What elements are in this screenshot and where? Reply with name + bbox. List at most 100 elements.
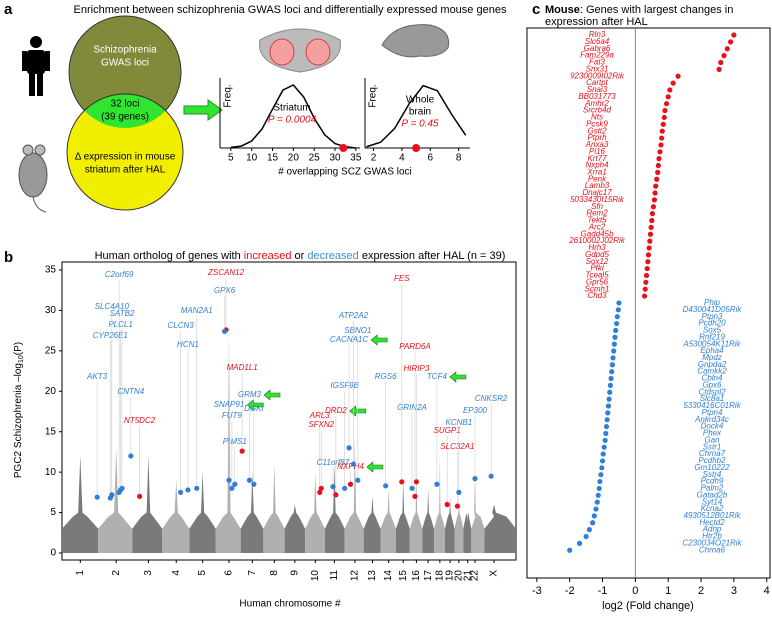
down-point bbox=[567, 547, 573, 553]
gene-label: MAD1L1 bbox=[227, 363, 258, 372]
gene-label: Hectd2 bbox=[699, 518, 725, 527]
down-point bbox=[599, 465, 605, 471]
x-tick-label: 7 bbox=[247, 570, 258, 576]
up-point bbox=[654, 176, 660, 182]
gene-label: Htr2b bbox=[702, 532, 722, 541]
x-tick-label: -2 bbox=[565, 585, 575, 597]
up-point bbox=[642, 286, 648, 292]
panel-c-title: expression after HAL bbox=[545, 16, 648, 28]
chromosome-signal bbox=[162, 480, 190, 553]
down-point bbox=[607, 389, 613, 395]
gene-point bbox=[318, 485, 324, 491]
gene-point bbox=[330, 484, 336, 490]
panel-b-title: Human ortholog of genes with increased o… bbox=[95, 250, 506, 262]
gene-point bbox=[472, 476, 478, 482]
curve-label: Striatum bbox=[273, 103, 310, 114]
gene-label: Nxph4 bbox=[585, 161, 609, 170]
gene-label: CYP26E1 bbox=[93, 331, 128, 340]
gene-label: CNKSR2 bbox=[475, 394, 508, 403]
chromosome-signal bbox=[409, 472, 423, 553]
chromosome-signal bbox=[344, 439, 364, 553]
up-point bbox=[667, 87, 673, 93]
gene-point bbox=[333, 492, 339, 498]
gene-label: Ptprh bbox=[587, 133, 607, 142]
gene-label: Adnp bbox=[702, 525, 722, 534]
gene-point bbox=[137, 493, 143, 499]
panel-a-title: Enrichment between schizophrenia GWAS lo… bbox=[74, 4, 507, 16]
up-point bbox=[647, 231, 654, 237]
gene-point bbox=[350, 461, 357, 467]
x-tick-label: 17 bbox=[423, 570, 434, 582]
x-tick-label: 0 bbox=[632, 585, 638, 597]
down-point bbox=[594, 499, 600, 505]
plot-frame bbox=[61, 261, 517, 561]
curve-label: brain bbox=[409, 107, 431, 118]
gene-label: GRIN2A bbox=[397, 403, 427, 412]
gene-label: Phex bbox=[703, 429, 722, 438]
x-tick-label: 8 bbox=[269, 570, 280, 576]
gene-label: Gadd45b bbox=[581, 229, 614, 238]
arrow bbox=[183, 99, 223, 121]
panel-c-title: Mouse: Genes with largest changes in bbox=[545, 4, 733, 16]
gene-label: Slc8a1 bbox=[700, 394, 724, 403]
gene-label: Syt14 bbox=[702, 497, 723, 506]
down-point bbox=[590, 520, 596, 526]
gene-label: KCNB1 bbox=[446, 418, 473, 427]
gene-label: SBNO1 bbox=[344, 326, 371, 335]
title-part: expression after HAL (n = 39) bbox=[359, 250, 506, 262]
chromosome-signal bbox=[454, 496, 464, 553]
gene-label: Ptpn4 bbox=[702, 408, 723, 417]
down-point bbox=[609, 369, 615, 375]
arrow bbox=[246, 399, 264, 411]
observed-point bbox=[339, 144, 348, 152]
gene-label: Chd3 bbox=[587, 291, 607, 300]
y-tick-label: 5 bbox=[50, 507, 56, 518]
observed-point bbox=[412, 144, 421, 152]
x-tick-label: 6 bbox=[224, 570, 235, 576]
gene-point bbox=[119, 485, 125, 491]
p-value: P = 0.45 bbox=[401, 119, 439, 130]
arrow bbox=[370, 334, 388, 346]
gene-label: Chrna7 bbox=[699, 449, 726, 458]
gene-label: Pcdhb2 bbox=[698, 456, 726, 465]
down-point bbox=[613, 327, 619, 334]
chromosome-signal bbox=[363, 496, 381, 553]
gene-point bbox=[232, 481, 238, 487]
gene-point bbox=[251, 481, 257, 487]
gene-point bbox=[434, 481, 440, 487]
gene-label: Camkk2 bbox=[697, 367, 727, 376]
gene-point bbox=[229, 485, 235, 491]
up-point bbox=[645, 252, 652, 258]
chromosome-signal bbox=[422, 488, 434, 553]
gene-label: Gstt2 bbox=[587, 126, 607, 135]
gene-label: Xrra1 bbox=[586, 168, 607, 177]
down-point bbox=[608, 375, 614, 382]
gene-label: Srcrb4d bbox=[583, 106, 612, 115]
x-tick-label: 11 bbox=[329, 570, 340, 581]
x-axis-label: # overlapping SCZ GWAS loci bbox=[278, 167, 412, 178]
x-tick-label: 3 bbox=[143, 570, 154, 576]
gene-label: GRM3 bbox=[238, 390, 262, 399]
x-tick-label: 5 bbox=[228, 153, 234, 164]
gene-label: Anxa3 bbox=[585, 140, 609, 149]
gene-label: SLC32A1 bbox=[440, 442, 474, 451]
gene-label: Sstr1 bbox=[703, 442, 722, 451]
gene-label: Snx31 bbox=[586, 64, 609, 73]
p-value: P = 0.0004 bbox=[268, 115, 317, 126]
gene-point bbox=[444, 501, 450, 508]
x-axis-label: log2 (Fold change) bbox=[602, 600, 694, 612]
x-tick-label: 12 bbox=[350, 570, 361, 582]
down-point bbox=[601, 444, 607, 450]
up-point bbox=[646, 245, 652, 251]
down-point bbox=[595, 492, 601, 498]
up-point bbox=[662, 107, 668, 114]
gene-label: CACNA1C bbox=[330, 335, 368, 344]
x-tick-label: 1 bbox=[665, 585, 671, 597]
title-part: Mouse bbox=[545, 4, 580, 16]
gene-point bbox=[413, 479, 420, 485]
up-point bbox=[648, 224, 654, 230]
gene-label: Palm2 bbox=[701, 484, 724, 493]
arrow bbox=[366, 461, 384, 473]
x-tick-label: 4 bbox=[764, 585, 770, 597]
gene-label: Gabra6 bbox=[584, 44, 611, 53]
